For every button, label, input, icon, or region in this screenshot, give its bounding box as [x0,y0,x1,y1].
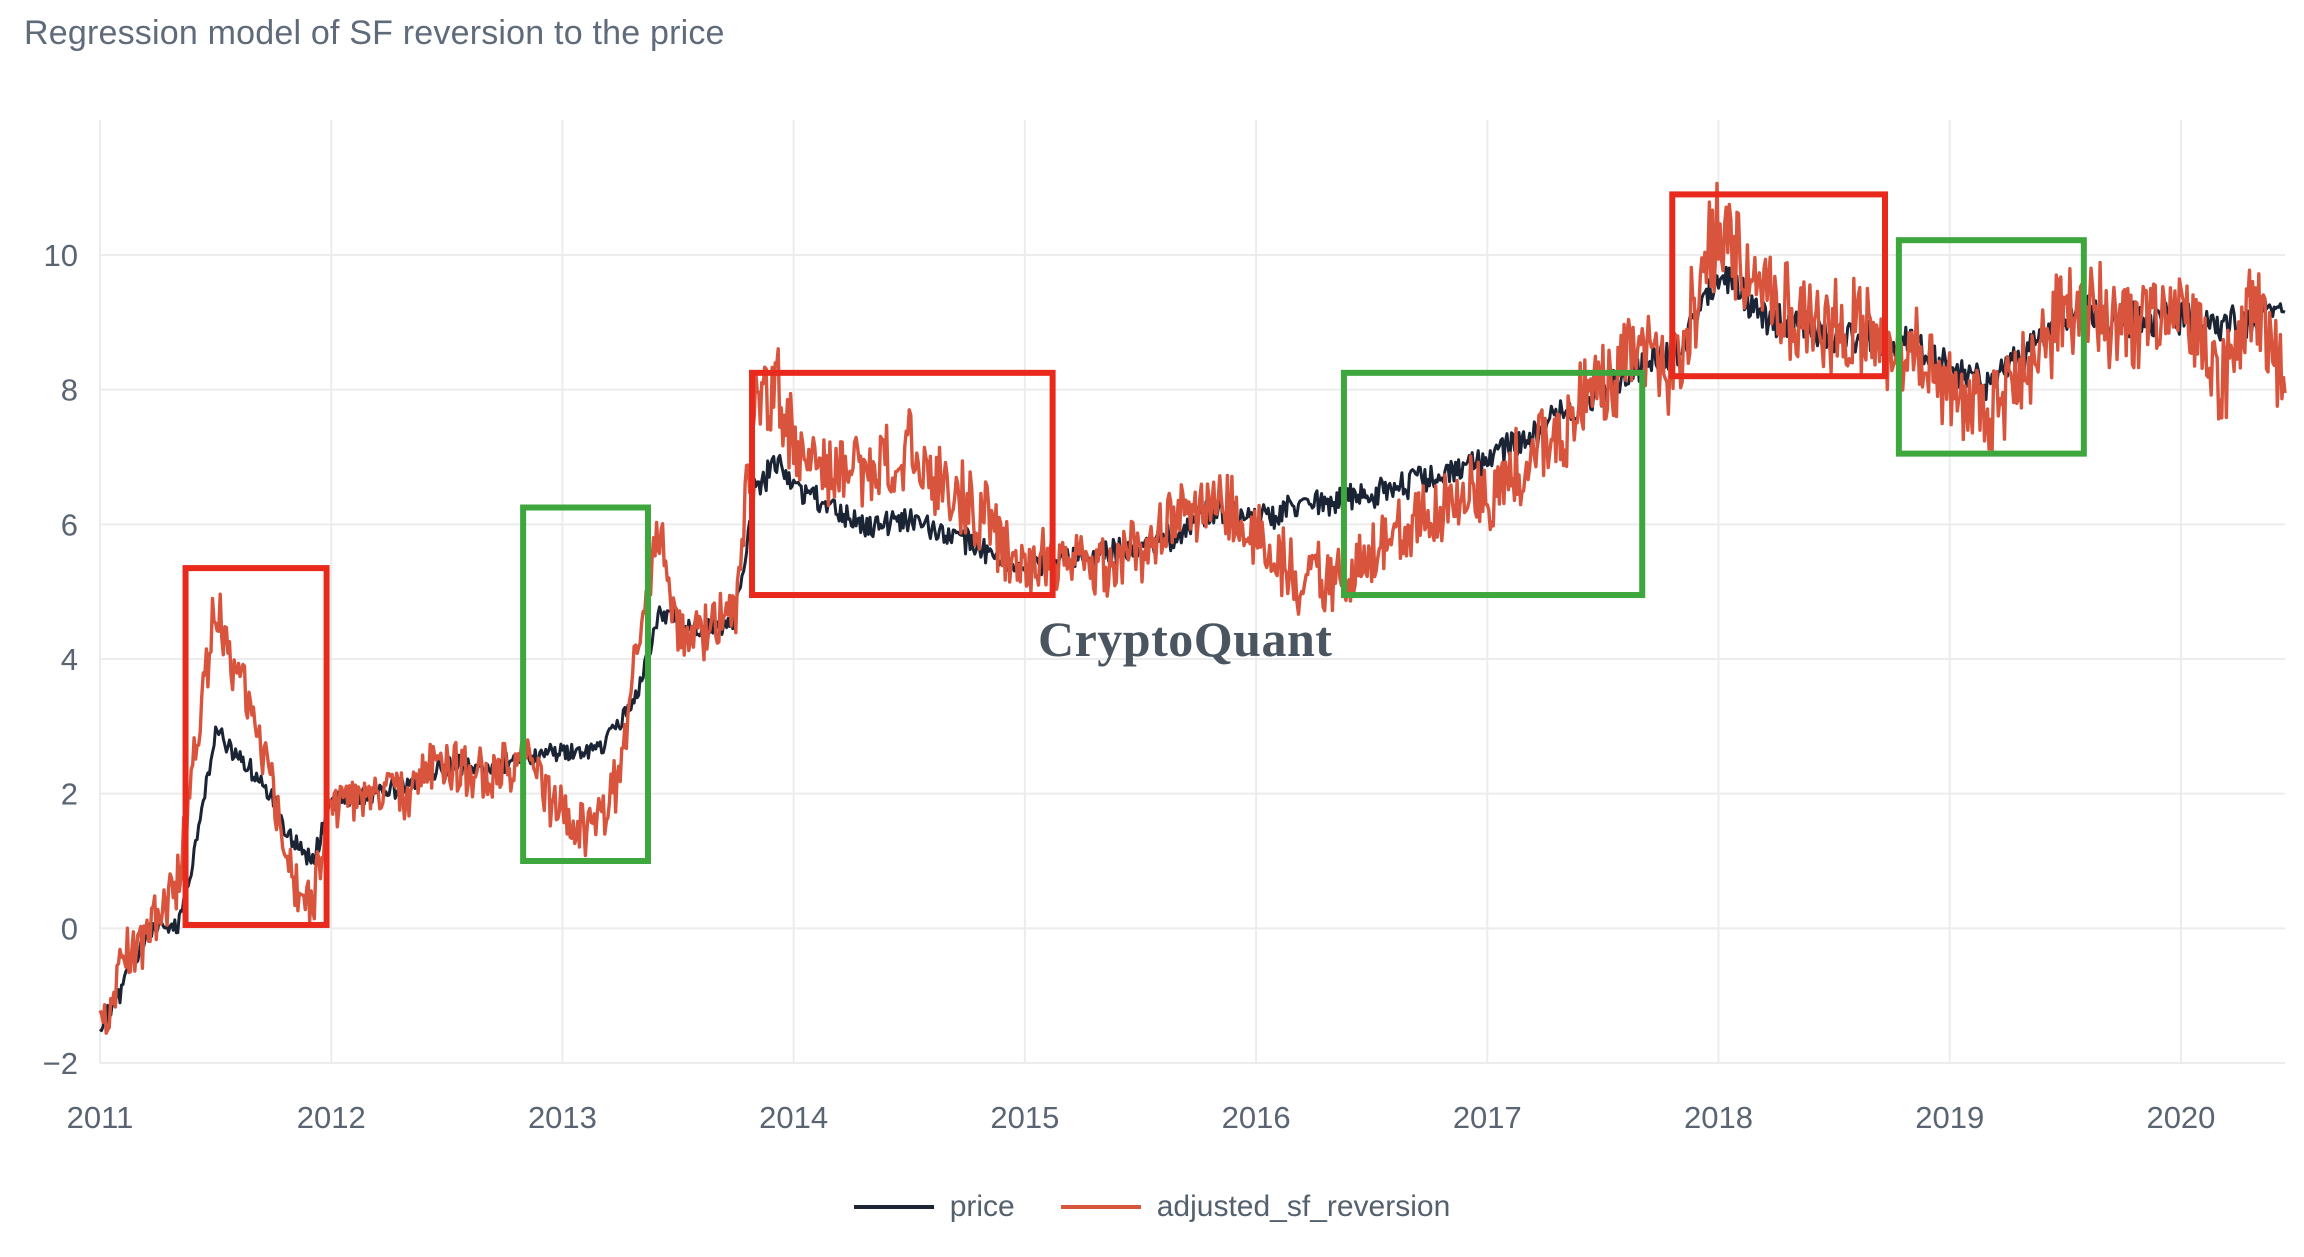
annotation-box-overvalued-2018 [1669,191,1888,380]
x-tick-label: 2012 [297,1100,366,1135]
annotation-boxes [182,191,2087,928]
legend-item-price[interactable]: price [853,1190,1015,1224]
y-tick-label: 10 [44,238,78,273]
legend-swatch-price [853,1205,934,1209]
page-title: Regression model of SF reversion to the … [24,14,725,52]
legend-swatch-adjusted-sf-reversion [1060,1205,1141,1209]
annotation-box-overvalued-2011 [182,565,330,928]
x-tick-label: 2019 [1915,1100,1984,1135]
chart-legend: price adjusted_sf_reversion [0,1190,2304,1224]
x-tick-label: 2017 [1453,1100,1522,1135]
gridlines [99,120,2285,1064]
y-axis-ticks: 10 8 6 4 2 0 −2 [43,238,78,1081]
annotation-box-undervalued-2013 [520,504,651,864]
y-tick-label: 8 [61,373,78,408]
series-line-adjusted_sf_reversion [98,181,2287,1035]
x-tick-label: 2013 [528,1100,597,1135]
x-axis-ticks: 2011 2012 2013 2014 2015 2016 2017 2018 2019 2020 [67,1100,2216,1135]
x-tick-label: 2016 [1222,1100,1291,1135]
series-lines [98,181,2287,1035]
annotation-box-undervalued-2016 [1340,369,1646,599]
y-tick-label: 0 [61,911,78,946]
legend-label-price: price [949,1190,1015,1223]
y-tick-label: 6 [61,507,78,542]
x-tick-label: 2020 [2146,1100,2215,1135]
x-tick-label: 2011 [67,1100,134,1135]
legend-label-adjusted-sf-reversion: adjusted_sf_reversion [1156,1190,1451,1223]
annotation-box-undervalued-2019 [1895,237,2087,457]
y-tick-label: 4 [61,642,78,677]
x-tick-label: 2015 [990,1100,1059,1135]
legend-item-adjusted-sf-reversion[interactable]: adjusted_sf_reversion [1060,1190,1451,1224]
y-tick-label: 2 [61,777,78,812]
x-tick-label: 2018 [1684,1100,1753,1135]
y-tick-label: −2 [43,1046,78,1081]
x-tick-label: 2014 [759,1100,828,1135]
annotation-box-overvalued-2014 [749,369,1056,599]
